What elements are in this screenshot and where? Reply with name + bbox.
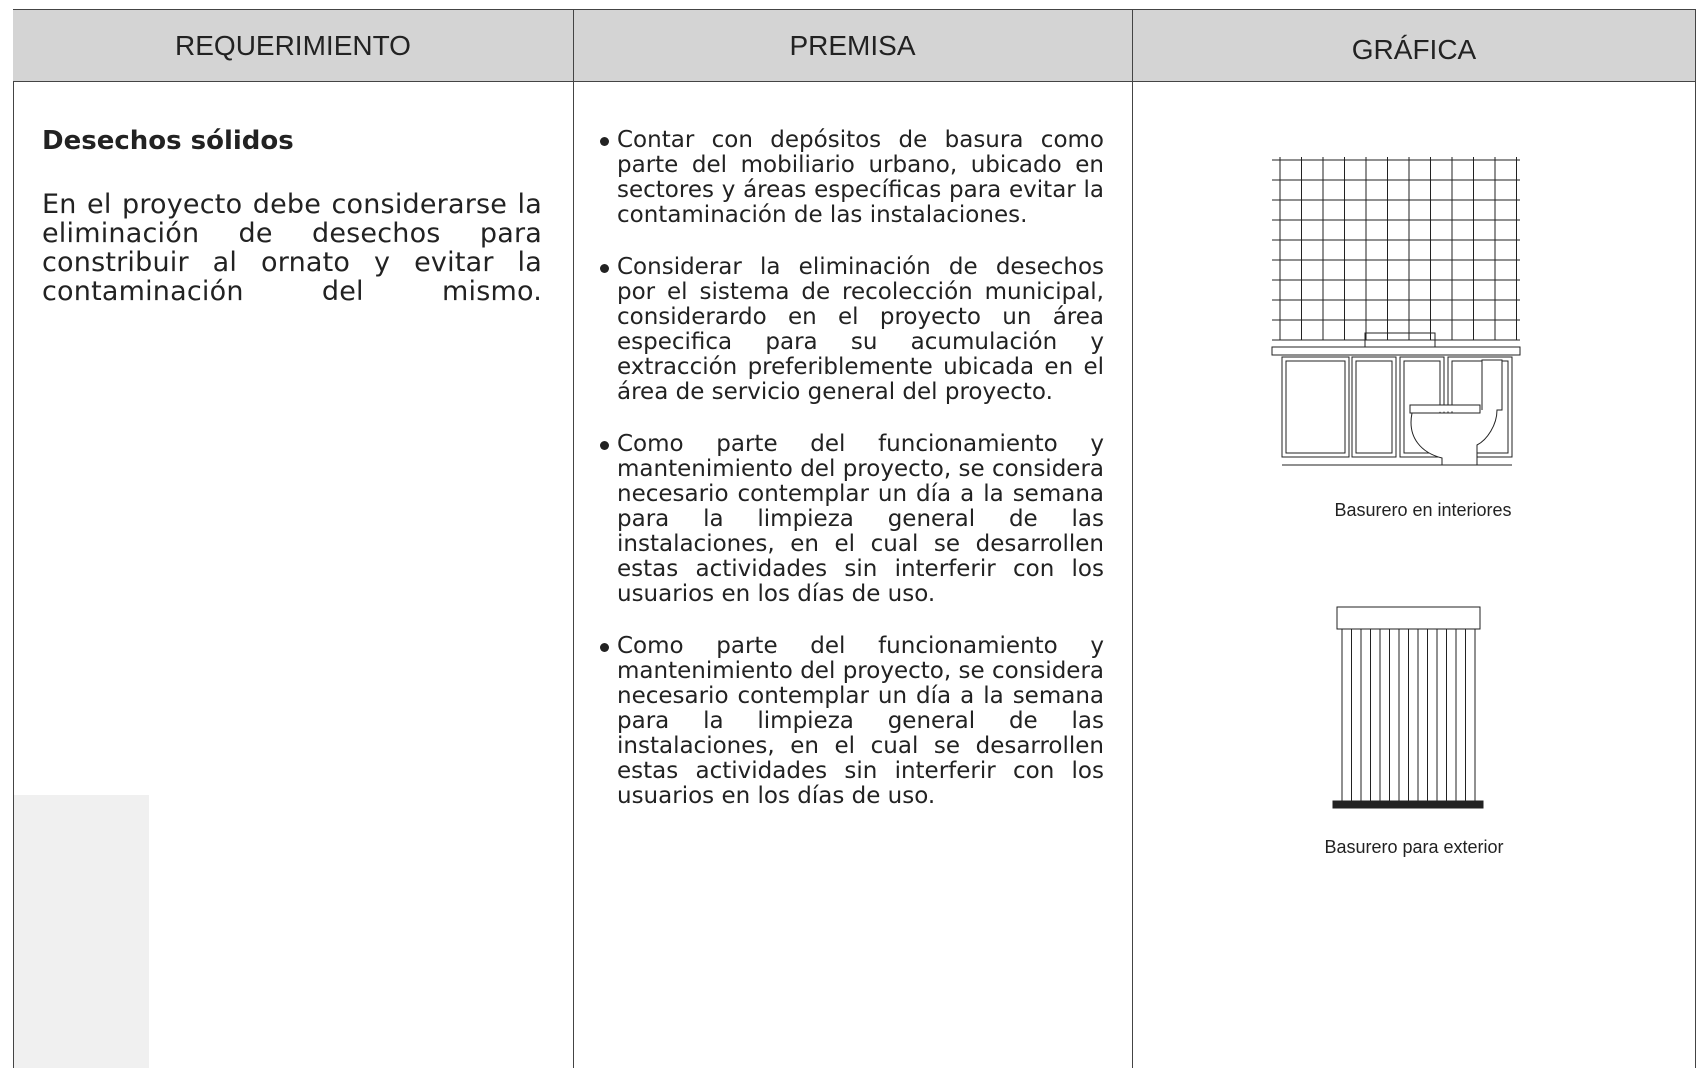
cabinet-door [1281,356,1350,458]
premise: Considerar la eliminación de desechos po… [598,255,1104,405]
cabinet-door-inner [1285,360,1346,454]
exterior-bin-drawing [1332,606,1484,809]
premise: Como parte del funcionamiento y mantenim… [598,634,1104,809]
requirement-text: En el proyecto debe considerarse la elim… [42,189,542,307]
header-cell: PREMISA [573,9,1132,82]
header-cell: REQUERIMIENTO [13,9,573,82]
counter [1271,346,1521,356]
column-divider [573,9,574,1068]
premise: Como parte del funcionamiento y mantenim… [598,432,1104,607]
premise: Contar con depósitos de basura como part… [598,128,1104,228]
bin-base [1332,800,1484,809]
requirement-title: Desechos sólidos [42,126,294,156]
toilet [1409,359,1503,466]
caption: Basurero para exterior [1324,837,1504,857]
gray-block [14,795,149,1068]
interior-bin-drawing [1271,157,1521,466]
cabinet-door-inner [1355,360,1393,454]
bin-lid [1336,606,1481,630]
column-divider [1132,9,1133,1068]
cabinet-door [1351,356,1397,458]
caption: Basurero en interiores [1334,500,1512,520]
premise-list: Contar con depósitos de basura como part… [598,128,1104,836]
header-cell: GRÁFICA [1132,9,1696,82]
